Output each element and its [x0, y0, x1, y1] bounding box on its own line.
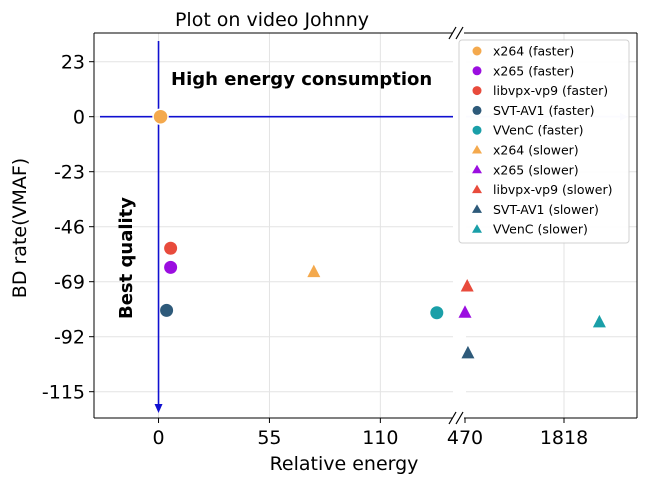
legend-label: VVenC (slower) — [493, 222, 588, 237]
legend-label: x265 (faster) — [493, 63, 574, 78]
x-tick-label: 110 — [362, 427, 398, 449]
legend-marker-triangle — [472, 224, 482, 233]
x-tick-label: 55 — [257, 427, 281, 449]
point-x265-faster — [164, 260, 178, 274]
legend-marker-triangle — [472, 204, 482, 213]
y-tick-label: -69 — [54, 272, 85, 294]
axes-frame — [93, 26, 638, 425]
point-libvpx-vp9-slower — [460, 278, 474, 292]
legend-label: x265 (slower) — [493, 162, 579, 177]
legend-label: libvpx-vp9 (slower) — [493, 182, 612, 197]
legend-label: x264 (faster) — [493, 44, 574, 59]
legend-marker-circle — [472, 125, 482, 135]
axis-break-mark — [455, 26, 464, 40]
y-tick-label: 0 — [73, 107, 85, 129]
point-x264-slower — [307, 264, 321, 278]
axis-ticks: 23 0 -23 -46 -69 -92 -115 0 55 110 470 1818 — [42, 52, 588, 449]
legend-marker-triangle — [472, 184, 482, 194]
legend-marker-circle — [472, 66, 482, 76]
axis-break-mark — [448, 411, 457, 425]
y-tick-label: -115 — [42, 382, 85, 404]
x-tick-label: 470 — [447, 427, 483, 449]
point-libvpx-vp9-faster — [164, 241, 178, 255]
y-tick-label: -46 — [54, 217, 85, 239]
point-x265-slower — [458, 305, 472, 318]
y-tick-label: -23 — [54, 162, 85, 184]
x-axis-label: Relative energy — [270, 453, 419, 475]
point-x264-faster — [152, 108, 169, 125]
point-svt-av1-slower — [461, 345, 475, 359]
legend-marker-circle — [472, 46, 482, 56]
point-vvenc-faster — [430, 306, 444, 320]
x-tick-label: 1818 — [540, 427, 588, 449]
legend-label: libvpx-vp9 (faster) — [493, 83, 608, 98]
chart-title: Plot on video Johnny — [175, 9, 369, 31]
legend: x264 (faster) x265 (faster) libvpx-vp9 (fa… — [458, 39, 630, 244]
y-tick-label: -92 — [54, 327, 85, 349]
legend-label: SVT-AV1 (slower) — [493, 202, 599, 217]
annotation-energy: High energy consumption — [171, 69, 432, 90]
data-points — [152, 108, 606, 359]
y-tick-label: 23 — [61, 52, 85, 74]
y-axis-label: BD rate(VMAF) — [9, 158, 31, 298]
legend-marker-triangle — [472, 164, 482, 174]
quality-arrowhead — [154, 404, 163, 413]
legend-label: SVT-AV1 (faster) — [493, 103, 595, 118]
legend-label: x264 (slower) — [493, 143, 579, 158]
point-svt-av1-faster — [160, 303, 174, 317]
legend-marker-circle — [472, 105, 482, 115]
legend-box — [458, 39, 630, 244]
axis-break-mark — [455, 411, 464, 425]
axis-break-mark — [448, 26, 457, 40]
point-vvenc-slower — [592, 314, 606, 328]
annotation-quality: Best quality — [116, 197, 137, 319]
x-tick-label: 0 — [152, 427, 164, 449]
legend-marker-circle — [472, 86, 482, 96]
legend-marker-triangle — [472, 145, 482, 154]
legend-label: VVenC (faster) — [493, 123, 584, 138]
